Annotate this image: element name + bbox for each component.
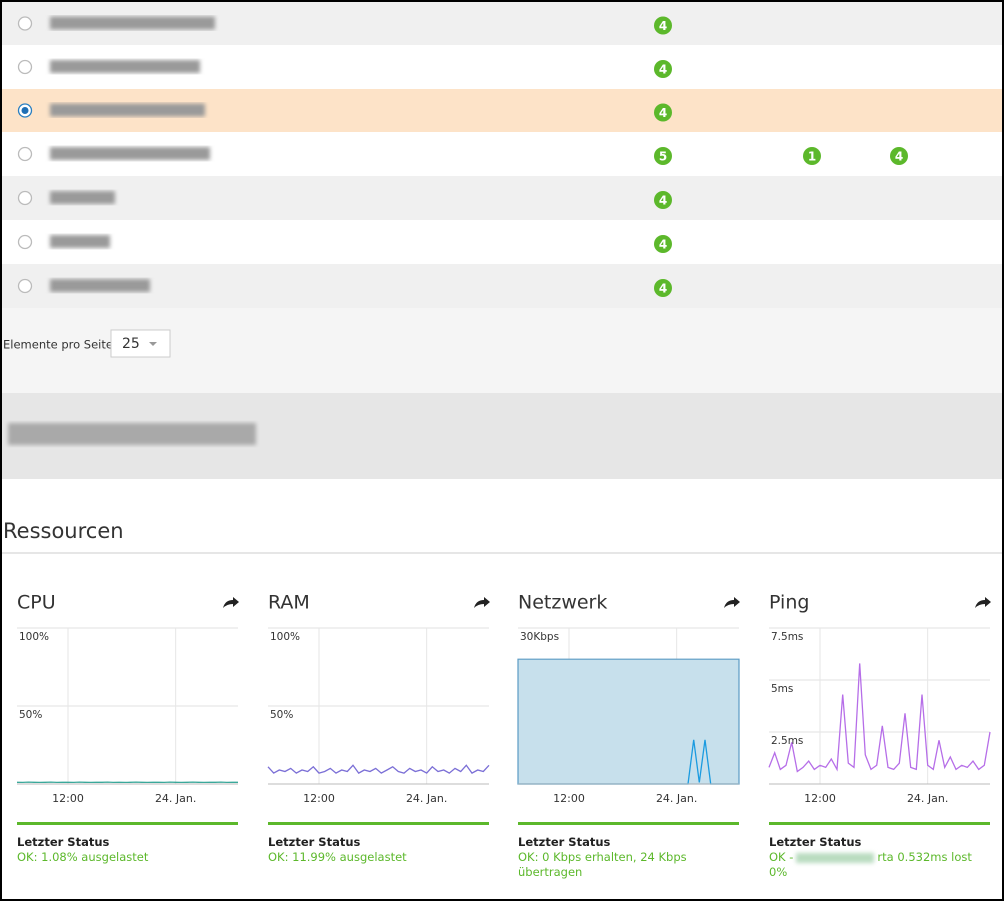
section-title: Ressourcen (3, 519, 124, 543)
x-tick-label: 12:00 (553, 792, 585, 805)
radio-button[interactable] (17, 16, 33, 31)
status-text: OK - (769, 850, 794, 864)
count-badge (654, 16, 672, 35)
x-tick-label: 24. Jan. (907, 792, 948, 805)
count-badge (890, 147, 908, 165)
count-badge (654, 103, 672, 122)
y-tick-label: 100% (19, 631, 49, 643)
x-tick-label: 12:00 (52, 792, 84, 805)
page-size-label: Elemente pro Seite (3, 338, 113, 352)
x-tick-label: 24. Jan. (406, 792, 447, 805)
count-label: 4 (659, 238, 667, 252)
chart-title: RAM (268, 592, 310, 614)
status-text: OK: 1.08% ausgelastet (17, 850, 149, 864)
chart-title: CPU (17, 592, 56, 614)
chart-title: Netzwerk (518, 592, 607, 614)
status: Letzter Status OK: 11.99% ausgelastet (268, 835, 483, 865)
share-icon[interactable] (474, 597, 490, 608)
blurred-name (50, 191, 115, 204)
blurred-host (796, 852, 875, 863)
status-text: OK: 11.99% ausgelastet (268, 850, 407, 864)
x-tick-label: 12:00 (804, 792, 836, 805)
status-bar (769, 822, 990, 825)
count-badge (803, 147, 821, 165)
count-label: 4 (659, 63, 667, 77)
status-bar (17, 822, 238, 825)
table-row (0, 264, 1004, 308)
share-icon[interactable] (724, 597, 740, 608)
blurred-name (50, 60, 200, 73)
status-bar (268, 822, 489, 825)
blurred-name (50, 235, 110, 248)
status-bar (518, 822, 739, 825)
count-label: 4 (659, 19, 667, 33)
count-badge (654, 235, 672, 253)
table-row (0, 220, 1004, 264)
radio-button[interactable] (17, 59, 33, 75)
y-tick-label: 5ms (771, 683, 793, 695)
blurred-name (50, 279, 150, 292)
status: Letzter Status OK: 1.08% ausgelastet (17, 835, 232, 865)
count-badge (654, 147, 672, 165)
table-row (0, 176, 1004, 220)
y-tick-label: 7.5ms (771, 631, 803, 643)
radio-button[interactable] (17, 234, 33, 250)
status: Letzter Status OK: 0 Kbps erhalten, 24 Kb… (518, 835, 733, 880)
share-icon[interactable] (975, 597, 991, 608)
status: Letzter Status OK - rta 0.532ms lost 0% (769, 835, 984, 880)
blurred-name (50, 103, 205, 117)
x-tick-label: 12:00 (303, 792, 335, 805)
count-label: 1 (808, 150, 816, 164)
count-badge (654, 60, 672, 78)
x-tick-label: 24. Jan. (155, 792, 196, 805)
status-text: rta 0.532ms lost 0% (769, 850, 972, 879)
status-label: Letzter Status (518, 835, 611, 849)
count-badge (654, 279, 672, 297)
status-text: OK: 0 Kbps erhalten, 24 Kbps übertragen (518, 850, 687, 879)
count-badge (654, 191, 672, 209)
radio-button[interactable] (17, 278, 33, 294)
count-label: 4 (659, 282, 667, 296)
count-label: 4 (895, 150, 903, 164)
share-icon[interactable] (223, 597, 239, 608)
status-label: Letzter Status (17, 835, 110, 849)
chart-title: Ping (769, 592, 809, 614)
x-tick-label: 24. Jan. (656, 792, 697, 805)
y-tick-label: 30Kbps (520, 631, 559, 643)
y-tick-label: 100% (270, 631, 300, 643)
count-label: 5 (659, 150, 667, 164)
line (267, 764, 490, 774)
y-tick-label: 50% (270, 709, 293, 721)
y-tick-label: 50% (19, 709, 42, 721)
page-size-value[interactable]: 25 (122, 336, 140, 352)
blurred-name (50, 147, 210, 160)
status-label: Letzter Status (268, 835, 361, 849)
area (517, 658, 740, 785)
page-size-select[interactable] (110, 329, 171, 358)
y-tick-label: 2.5ms (771, 735, 803, 747)
count-label: 4 (659, 194, 667, 208)
status-label: Letzter Status (769, 835, 862, 849)
radio-button[interactable] (17, 190, 33, 206)
blurred-name (50, 16, 215, 30)
radio-button[interactable] (17, 146, 33, 162)
count-label: 4 (659, 106, 667, 120)
line (768, 663, 991, 773)
blurred-heading (8, 423, 256, 445)
